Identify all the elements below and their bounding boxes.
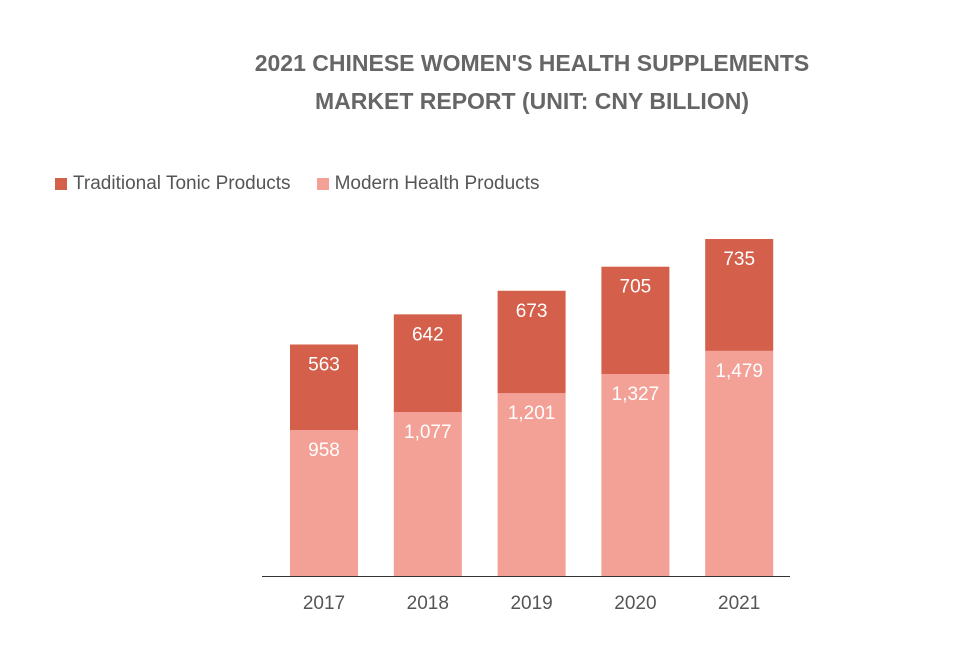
- x-tick-label-2020: 2020: [614, 593, 656, 614]
- legend-label-modern: Modern Health Products: [334, 173, 540, 194]
- bar-traditional-2019: [497, 290, 566, 394]
- bar-modern-2017: [290, 430, 358, 576]
- data-label-modern-2021: 1,479: [715, 361, 763, 382]
- data-label-modern-2020: 1,327: [612, 384, 660, 405]
- legend-item-modern: Modern Health Products: [316, 173, 540, 195]
- bar-modern-2021: [705, 350, 774, 576]
- bar-modern-2019: [497, 393, 566, 576]
- data-label-traditional-2019: 673: [516, 301, 548, 322]
- bar-modern-2020: [601, 374, 670, 576]
- x-tick-label-2017: 2017: [303, 593, 345, 614]
- data-label-traditional-2021: 735: [723, 249, 755, 270]
- data-label-traditional-2020: 705: [620, 277, 652, 298]
- x-tick-label-2021: 2021: [718, 593, 760, 614]
- bar-traditional-2017: [290, 344, 358, 431]
- x-tick-label-2019: 2019: [510, 593, 552, 614]
- legend-label-traditional: Traditional Tonic Products: [73, 173, 291, 194]
- legend: Traditional Tonic Products Modern Health…: [55, 173, 539, 195]
- bar-traditional-2018: [393, 314, 462, 413]
- data-label-modern-2018: 1,077: [404, 422, 452, 443]
- data-label-modern-2017: 958: [308, 440, 340, 461]
- bar-modern-2018: [393, 412, 462, 576]
- data-label-traditional-2018: 642: [412, 324, 444, 345]
- chart-title: 2021 CHINESE WOMEN'S HEALTH SUPPLEMENTS …: [0, 44, 954, 120]
- chart-title-line-1: 2021 CHINESE WOMEN'S HEALTH SUPPLEMENTS: [254, 50, 810, 76]
- bar-traditional-2020: [601, 266, 670, 375]
- legend-item-traditional: Traditional Tonic Products: [55, 173, 291, 195]
- data-label-traditional-2017: 563: [308, 354, 340, 375]
- legend-swatch-traditional: [55, 178, 67, 190]
- chart-title-line-2: MARKET REPORT (UNIT: CNY BILLION): [314, 88, 749, 114]
- data-label-modern-2019: 1,201: [508, 403, 556, 424]
- legend-swatch-modern: [316, 178, 329, 190]
- bar-traditional-2021: [705, 239, 774, 351]
- x-tick-label-2018: 2018: [407, 593, 449, 614]
